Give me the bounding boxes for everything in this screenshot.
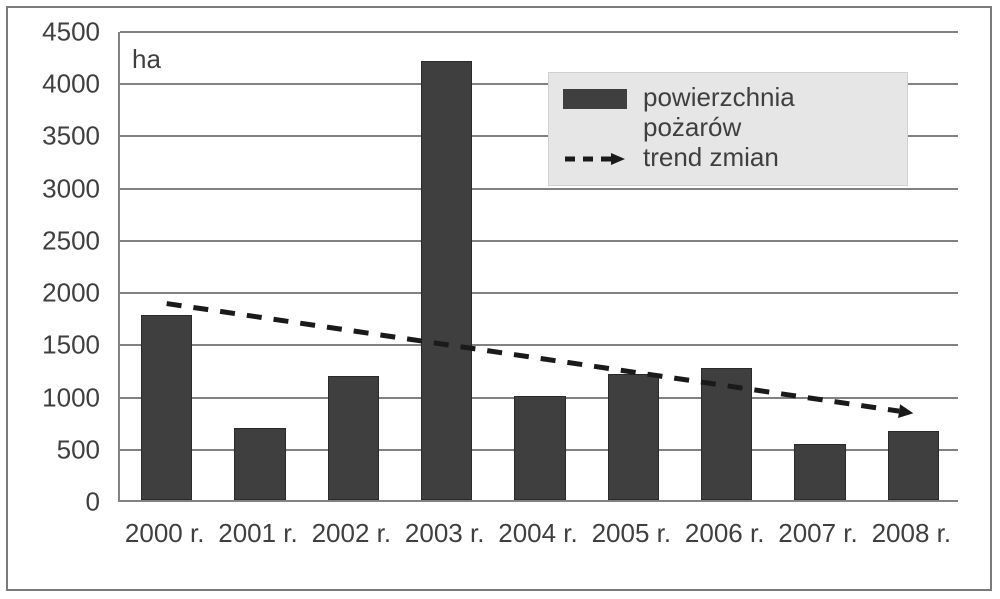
legend-item: trend zmian <box>563 143 893 173</box>
chart-frame: 050010001500200025003000350040004500 ha … <box>6 6 992 591</box>
x-tick-label: 2005 r. <box>585 518 678 549</box>
x-tick-label: 2006 r. <box>678 518 771 549</box>
legend-item: powierzchnia pożarów <box>563 83 893 143</box>
y-tick-label: 1000 <box>28 382 100 413</box>
x-tick-label: 2002 r. <box>305 518 398 549</box>
legend-label: trend zmian <box>643 143 873 173</box>
chart-container: 050010001500200025003000350040004500 ha … <box>28 22 974 564</box>
y-tick-label: 3000 <box>28 173 100 204</box>
legend-swatch-trend <box>563 149 627 169</box>
x-tick-label: 2001 r. <box>211 518 304 549</box>
y-axis: 050010001500200025003000350040004500 <box>28 22 108 564</box>
x-tick-label: 2004 r. <box>491 518 584 549</box>
x-tick-label: 2008 r. <box>865 518 958 549</box>
y-tick-label: 3500 <box>28 121 100 152</box>
x-tick-label: 2000 r. <box>118 518 211 549</box>
y-tick-label: 1500 <box>28 330 100 361</box>
y-tick-label: 4500 <box>28 17 100 48</box>
y-tick-label: 500 <box>28 434 100 465</box>
legend: powierzchnia pożarówtrend zmian <box>548 72 908 186</box>
x-axis: 2000 r.2001 r.2002 r.2003 r.2004 r.2005 … <box>118 512 958 552</box>
y-tick-label: 4000 <box>28 69 100 100</box>
x-tick-label: 2003 r. <box>398 518 491 549</box>
legend-swatch-bar <box>563 89 627 109</box>
legend-label: powierzchnia pożarów <box>643 83 873 143</box>
y-tick-label: 2500 <box>28 225 100 256</box>
x-tick-label: 2007 r. <box>771 518 864 549</box>
y-tick-label: 2000 <box>28 278 100 309</box>
y-tick-label: 0 <box>28 487 100 518</box>
